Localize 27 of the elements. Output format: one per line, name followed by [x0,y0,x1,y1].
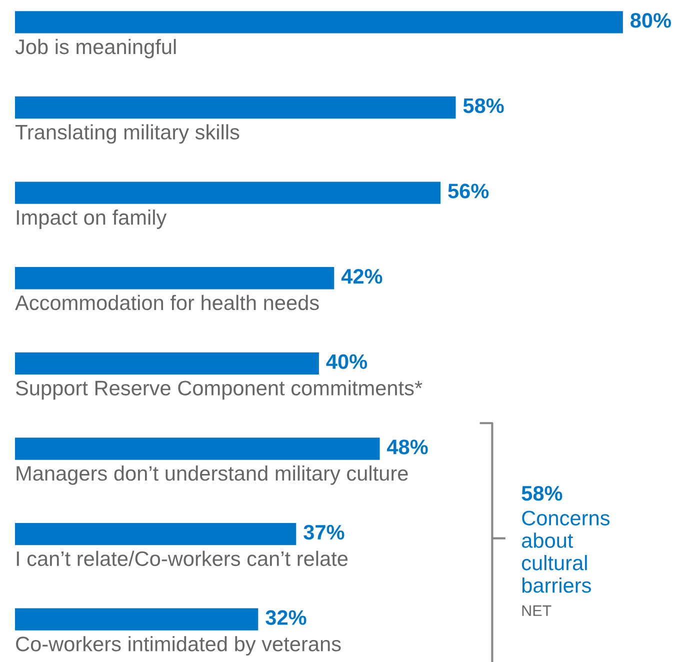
y-tick-label: I can’t relate/Co-workers can’t relate [16,550,348,566]
y-tick-label: Translating military skills [15,124,240,144]
data-label: 32% [266,610,306,625]
annotation: 58% [522,486,562,501]
annotation: NET [522,605,552,616]
y-tick-label: Co-workers intimidated by veterans [16,636,341,656]
y-tick-label: Managers don’t understand military culture [16,465,408,485]
bar [15,608,258,630]
bar [15,267,334,290]
y-tick-label: Support Reserve Component commitments* [16,380,422,400]
data-label: 37% [304,524,344,540]
bar [15,522,296,546]
y-tick-label: Impact on family [16,210,167,229]
data-label: 58% [463,98,504,114]
data-label: 56% [448,184,489,198]
annotation: Concerns about cultural barriers [522,510,610,593]
data-label: 42% [341,268,382,284]
bar [15,352,319,375]
y-tick-label: Accommodation for health needs [15,294,319,310]
y-tick-label: Job is meaningful [15,38,176,58]
data-label: 40% [326,354,368,370]
bar [15,182,441,204]
bar [15,96,456,119]
bar [15,11,623,34]
data-label: 48% [387,440,428,454]
bar [15,438,380,460]
data-label: 80% [630,13,672,28]
